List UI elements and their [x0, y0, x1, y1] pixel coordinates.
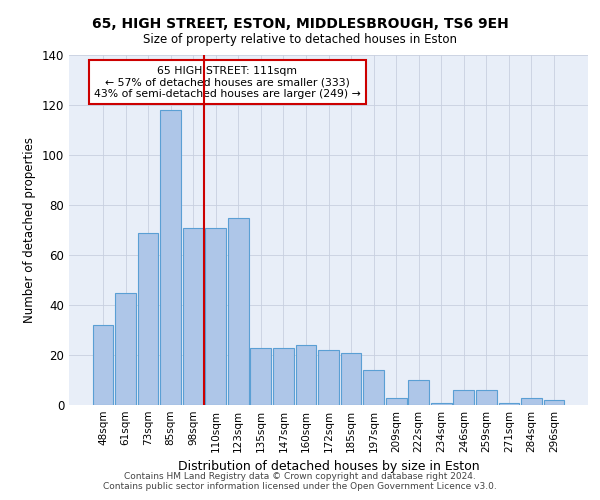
- X-axis label: Distribution of detached houses by size in Eston: Distribution of detached houses by size …: [178, 460, 479, 473]
- Bar: [431, 402, 452, 405]
- Y-axis label: Number of detached properties: Number of detached properties: [23, 137, 36, 323]
- Bar: [341, 352, 361, 405]
- Bar: [521, 398, 542, 405]
- Bar: [386, 398, 407, 405]
- Bar: [273, 348, 294, 405]
- Text: 65 HIGH STREET: 111sqm
← 57% of detached houses are smaller (333)
43% of semi-de: 65 HIGH STREET: 111sqm ← 57% of detached…: [94, 66, 361, 98]
- Bar: [499, 402, 520, 405]
- Bar: [228, 218, 248, 405]
- Bar: [363, 370, 384, 405]
- Bar: [318, 350, 339, 405]
- Bar: [544, 400, 565, 405]
- Bar: [115, 292, 136, 405]
- Bar: [205, 228, 226, 405]
- Bar: [137, 232, 158, 405]
- Text: Contains public sector information licensed under the Open Government Licence v3: Contains public sector information licen…: [103, 482, 497, 491]
- Text: Contains HM Land Registry data © Crown copyright and database right 2024.: Contains HM Land Registry data © Crown c…: [124, 472, 476, 481]
- Bar: [454, 390, 474, 405]
- Bar: [160, 110, 181, 405]
- Bar: [183, 228, 203, 405]
- Bar: [409, 380, 429, 405]
- Bar: [476, 390, 497, 405]
- Bar: [92, 325, 113, 405]
- Bar: [250, 348, 271, 405]
- Text: Size of property relative to detached houses in Eston: Size of property relative to detached ho…: [143, 32, 457, 46]
- Bar: [296, 345, 316, 405]
- Text: 65, HIGH STREET, ESTON, MIDDLESBROUGH, TS6 9EH: 65, HIGH STREET, ESTON, MIDDLESBROUGH, T…: [92, 18, 508, 32]
